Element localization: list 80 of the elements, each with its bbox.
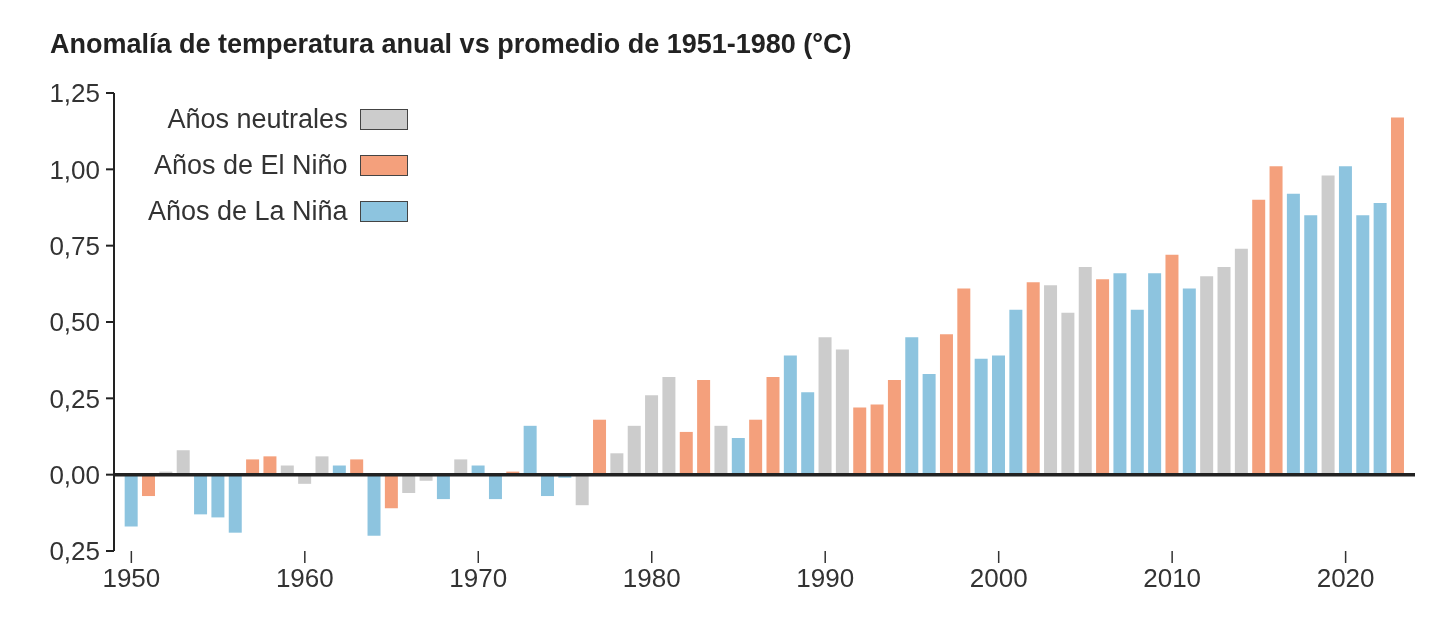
bar [679, 431, 693, 475]
bar [488, 474, 502, 500]
y-tick-label: 1,00 [49, 154, 100, 185]
legend-label: Años de La Niña [148, 195, 348, 227]
legend-label: Años de El Niño [154, 149, 348, 181]
legend-label: Años neutrales [167, 103, 348, 135]
bar [436, 474, 450, 500]
bar [974, 358, 988, 475]
bar [766, 376, 780, 475]
bar [887, 380, 901, 475]
bar [176, 450, 190, 475]
bar [1234, 248, 1248, 475]
bar [1009, 309, 1023, 475]
y-tick-label: 0,25 [49, 383, 100, 414]
bar [645, 395, 659, 475]
x-tick-label: 1990 [796, 563, 855, 594]
bar [957, 288, 971, 475]
bar [1217, 267, 1231, 475]
bar [384, 474, 398, 509]
bar [1026, 282, 1040, 475]
bar [142, 474, 156, 497]
y-tick-label: 0,00 [49, 459, 100, 490]
bar [1061, 312, 1075, 475]
bar [697, 380, 711, 475]
bar [731, 438, 745, 475]
bar [1269, 166, 1283, 475]
bar [194, 474, 208, 515]
bar [1130, 309, 1144, 475]
bar [801, 392, 815, 475]
bar [905, 337, 919, 475]
bar [540, 474, 554, 497]
bar [228, 474, 242, 533]
bar [1165, 254, 1179, 475]
bar [1200, 276, 1214, 475]
bar [992, 355, 1006, 475]
bar [610, 453, 624, 475]
x-tick-label: 2000 [969, 563, 1028, 594]
bar [1252, 199, 1266, 475]
bar [124, 474, 138, 527]
bar [1044, 285, 1058, 475]
bar [402, 474, 416, 493]
bar [1113, 273, 1127, 475]
bar [367, 474, 381, 536]
bar [662, 376, 676, 475]
bar [575, 474, 589, 506]
bar [818, 337, 832, 475]
bar [1096, 279, 1110, 475]
bar [1356, 215, 1370, 475]
bar [870, 404, 884, 475]
x-tick-label: 1980 [622, 563, 681, 594]
bar [1078, 267, 1092, 475]
bar [1286, 193, 1300, 475]
bar [853, 407, 867, 475]
y-tick-label: 0,50 [49, 307, 100, 338]
bar [1148, 273, 1162, 475]
bar [714, 425, 728, 475]
bar [1338, 166, 1352, 475]
x-tick-label: 2020 [1316, 563, 1375, 594]
y-tick-label: 1,25 [49, 78, 100, 109]
bar [922, 373, 936, 475]
bar [939, 334, 953, 475]
bar [749, 419, 763, 475]
bar [783, 355, 797, 475]
bar [211, 474, 225, 518]
chart-title: Anomalía de temperatura anual vs promedio de 1951-1980 (°C) [50, 29, 852, 60]
x-tick-label: 1960 [275, 563, 334, 594]
bar [593, 419, 607, 475]
bar [1182, 288, 1196, 475]
bar [523, 425, 537, 475]
x-tick-label: 2010 [1143, 563, 1202, 594]
x-tick-label: 1970 [449, 563, 508, 594]
bar [1321, 175, 1335, 475]
bar [835, 349, 849, 475]
bar [1390, 117, 1404, 475]
bar [627, 425, 641, 475]
y-tick-label: 0,75 [49, 230, 100, 261]
bar [1373, 202, 1387, 475]
bar [1304, 215, 1318, 475]
y-tick-label: 0,25 [49, 536, 100, 567]
x-tick-label: 1950 [102, 563, 161, 594]
